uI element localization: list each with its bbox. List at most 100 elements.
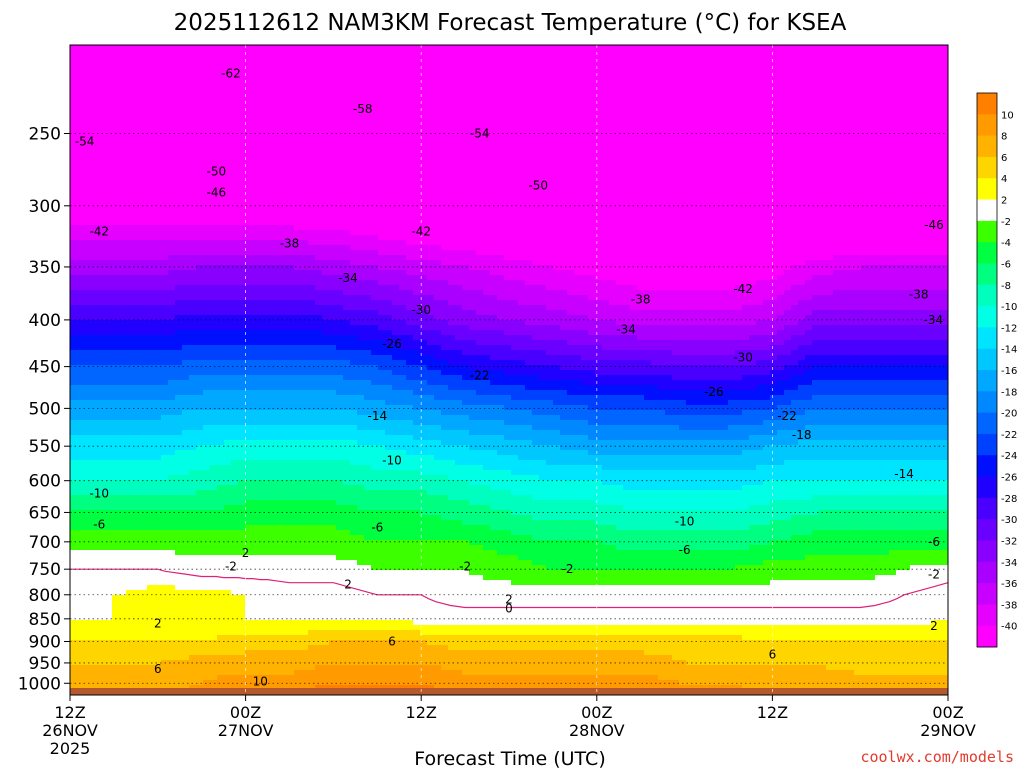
- heatmap-cell: [203, 175, 211, 181]
- heatmap-cell: [707, 175, 715, 181]
- heatmap-cell: [679, 60, 687, 66]
- heatmap-cell: [98, 160, 106, 166]
- heatmap-cell: [630, 110, 638, 116]
- heatmap-cell: [476, 110, 484, 116]
- heatmap-cell: [350, 205, 358, 211]
- heatmap-cell: [630, 85, 638, 91]
- heatmap-cell: [749, 225, 757, 231]
- heatmap-cell: [742, 205, 750, 211]
- heatmap-cell: [714, 155, 722, 161]
- heatmap-cell: [833, 115, 841, 121]
- heatmap-cell: [749, 120, 757, 126]
- heatmap-cell: [812, 105, 820, 111]
- heatmap-cell: [714, 50, 722, 56]
- heatmap-cell: [301, 180, 309, 186]
- heatmap-cell: [553, 210, 561, 216]
- heatmap-cell: [714, 90, 722, 96]
- heatmap-cell: [336, 155, 344, 161]
- heatmap-cell: [714, 180, 722, 186]
- heatmap-cell: [168, 180, 176, 186]
- heatmap-cell: [826, 205, 834, 211]
- heatmap-cell: [707, 50, 715, 56]
- heatmap-cell: [728, 95, 736, 101]
- heatmap-cell: [539, 95, 547, 101]
- heatmap-cell: [371, 220, 379, 226]
- heatmap-cell: [784, 195, 792, 201]
- heatmap-cell: [616, 80, 624, 86]
- heatmap-cell: [497, 95, 505, 101]
- heatmap-cell: [280, 165, 288, 171]
- heatmap-cell: [182, 115, 190, 121]
- heatmap-cell: [343, 230, 351, 236]
- heatmap-cell: [385, 135, 393, 141]
- heatmap-cell: [357, 130, 365, 136]
- heatmap-cell: [182, 105, 190, 111]
- heatmap-cell: [280, 45, 288, 51]
- heatmap-cell: [637, 180, 645, 186]
- heatmap-cell: [406, 175, 414, 181]
- heatmap-cell: [469, 210, 477, 216]
- heatmap-cell: [903, 150, 911, 156]
- heatmap-cell: [490, 145, 498, 151]
- heatmap-cell: [644, 70, 652, 76]
- heatmap-cell: [595, 60, 603, 66]
- heatmap-cell: [378, 65, 386, 71]
- heatmap-cell: [168, 235, 176, 241]
- heatmap-cell: [735, 105, 743, 111]
- heatmap-cell: [84, 120, 92, 126]
- heatmap-cell: [658, 50, 666, 56]
- heatmap-cell: [791, 60, 799, 66]
- heatmap-cell: [273, 220, 281, 226]
- heatmap-cell: [637, 120, 645, 126]
- heatmap-cell: [875, 195, 883, 201]
- heatmap-cell: [259, 230, 267, 236]
- heatmap-cell: [245, 225, 253, 231]
- heatmap-cell: [217, 90, 225, 96]
- heatmap-cell: [413, 125, 421, 131]
- heatmap-cell: [896, 50, 904, 56]
- heatmap-cell: [399, 55, 407, 61]
- heatmap-cell: [70, 75, 78, 81]
- heatmap-cell: [371, 80, 379, 86]
- heatmap-cell: [357, 145, 365, 151]
- heatmap-cell: [462, 95, 470, 101]
- heatmap-cell: [126, 150, 134, 156]
- heatmap-cell: [196, 175, 204, 181]
- heatmap-cell: [175, 220, 183, 226]
- heatmap-cell: [770, 235, 778, 241]
- heatmap-cell: [665, 95, 673, 101]
- heatmap-cell: [287, 85, 295, 91]
- heatmap-cell: [420, 70, 428, 76]
- heatmap-cell: [357, 150, 365, 156]
- heatmap-cell: [854, 60, 862, 66]
- heatmap-cell: [70, 200, 78, 206]
- heatmap-cell: [154, 190, 162, 196]
- heatmap-cell: [784, 70, 792, 76]
- heatmap-cell: [308, 215, 316, 221]
- heatmap-cell: [700, 85, 708, 91]
- heatmap-cell: [595, 55, 603, 61]
- heatmap-cell: [245, 100, 253, 106]
- heatmap-cell: [266, 130, 274, 136]
- heatmap-cell: [686, 160, 694, 166]
- heatmap-cell: [441, 90, 449, 96]
- heatmap-cell: [126, 95, 134, 101]
- heatmap-cell: [854, 150, 862, 156]
- heatmap-cell: [868, 200, 876, 206]
- heatmap-cell: [147, 125, 155, 131]
- heatmap-cell: [679, 165, 687, 171]
- heatmap-cell: [833, 45, 841, 51]
- heatmap-cell: [945, 230, 949, 236]
- heatmap-cell: [714, 165, 722, 171]
- heatmap-cell: [455, 85, 463, 91]
- heatmap-cell: [889, 230, 897, 236]
- heatmap-cell: [84, 235, 92, 241]
- heatmap-cell: [315, 155, 323, 161]
- heatmap-cell: [651, 125, 659, 131]
- heatmap-cell: [105, 135, 113, 141]
- heatmap-cell: [616, 110, 624, 116]
- heatmap-cell: [735, 145, 743, 151]
- heatmap-cell: [630, 205, 638, 211]
- heatmap-cell: [602, 195, 610, 201]
- heatmap-cell: [245, 240, 253, 246]
